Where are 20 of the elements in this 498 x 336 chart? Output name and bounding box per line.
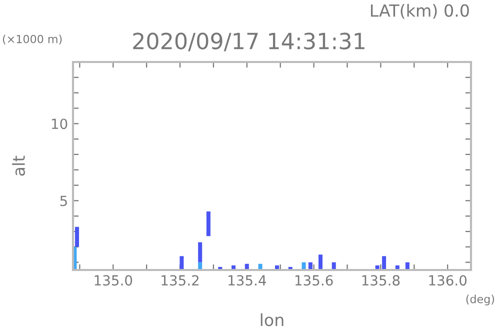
bar bbox=[206, 211, 210, 236]
x-tick-label: 136.0 bbox=[429, 275, 467, 286]
y-tick-label: 5 bbox=[60, 196, 67, 206]
y-tick-label: 10 bbox=[52, 118, 68, 130]
bar bbox=[180, 256, 184, 270]
bar bbox=[318, 254, 323, 270]
text: (×1000 m) bbox=[2, 34, 62, 45]
x-tick-label: 135.8 bbox=[362, 275, 400, 286]
x-tick-label: 135.4 bbox=[228, 275, 266, 286]
x-tick-label: 135.2 bbox=[162, 275, 199, 286]
chart-title: 2020/09/17 14:31:31 bbox=[133, 32, 364, 52]
x-tick-label: 135.6 bbox=[295, 275, 333, 286]
bar bbox=[198, 242, 202, 262]
bar bbox=[75, 226, 80, 247]
bar bbox=[382, 256, 386, 270]
text: (deg) bbox=[466, 294, 494, 306]
x-tick-label: 135.0 bbox=[94, 275, 132, 286]
x-axis-title: lon bbox=[260, 313, 284, 326]
text: LAT(km) 0.0 bbox=[370, 4, 469, 19]
y-axis-title: alt bbox=[12, 156, 26, 176]
